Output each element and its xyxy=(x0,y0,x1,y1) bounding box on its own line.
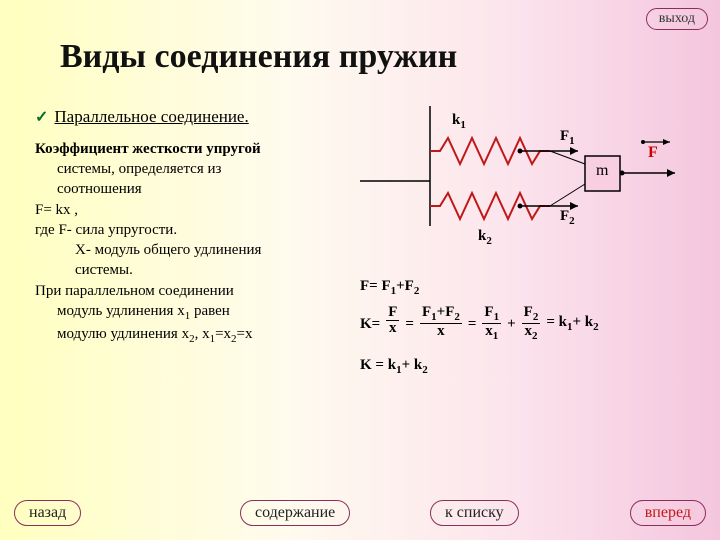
forward-button[interactable]: вперед xyxy=(630,500,706,526)
back-button[interactable]: назад xyxy=(14,500,81,526)
bullet-heading: Параллельное соединение. xyxy=(54,106,248,129)
exit-button[interactable]: выход xyxy=(646,8,708,30)
body-text: Коэффициент жесткости упругой системы, о… xyxy=(35,139,350,347)
toc-button[interactable]: содержание xyxy=(240,500,350,526)
formula-block: F= F1+F2 K= Fx = F1+F2x = F1x1 + F2x2 = … xyxy=(360,274,700,379)
check-icon: ✓ xyxy=(35,107,48,129)
list-button[interactable]: к списку xyxy=(430,500,519,526)
slide-title: Виды соединения пружин xyxy=(60,38,700,76)
text-column: ✓ Параллельное соединение. Коэффициент ж… xyxy=(20,106,350,379)
spring-diagram: k1 k2 F1 F2 m F xyxy=(360,106,690,266)
